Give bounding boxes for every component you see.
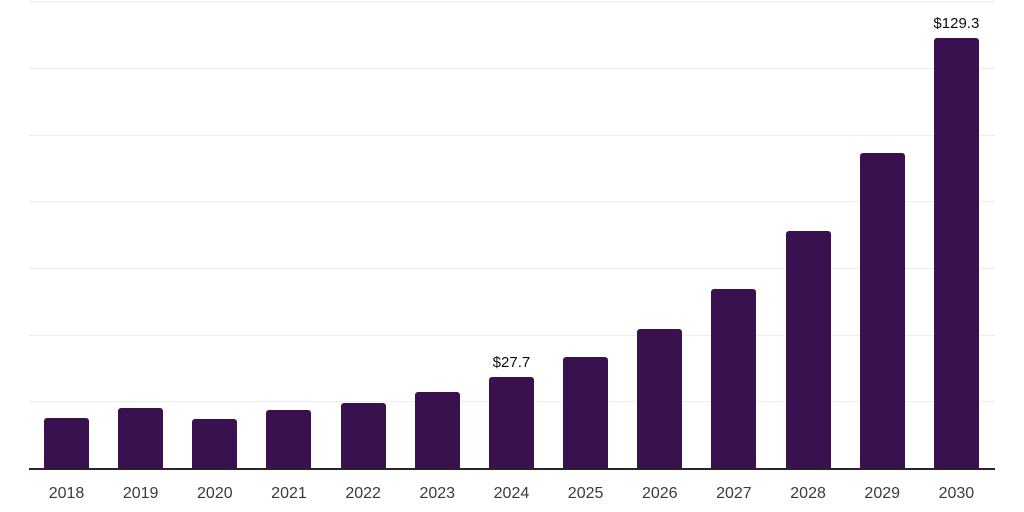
bar-value-label-2030: $129.3 bbox=[933, 15, 980, 32]
bar-2028 bbox=[785, 231, 831, 469]
bar-group-2026: 2026 bbox=[637, 0, 683, 502]
bar-group-2019: 2019 bbox=[118, 0, 164, 502]
bar-group-2018: 2018 bbox=[44, 0, 89, 502]
x-tick-label-2027: 2027 bbox=[716, 485, 752, 502]
bar-group-2022: 2022 bbox=[340, 0, 386, 502]
bar-group-2028: 2028 bbox=[785, 0, 831, 502]
bar-2023 bbox=[414, 392, 460, 469]
x-tick-label-2021: 2021 bbox=[271, 485, 307, 502]
bar-group-2025: 2025 bbox=[563, 0, 609, 502]
x-tick-label-2026: 2026 bbox=[641, 485, 678, 502]
bar-2021 bbox=[266, 410, 312, 469]
x-tick-label-2018: 2018 bbox=[48, 485, 85, 502]
x-tick-label-2022: 2022 bbox=[345, 485, 381, 502]
gridline-100 bbox=[29, 134, 995, 136]
bar-group-2023: 2023 bbox=[414, 0, 460, 502]
bar-2026 bbox=[637, 329, 683, 469]
bar-group-2021: 2021 bbox=[266, 0, 312, 502]
bar-2027 bbox=[711, 289, 757, 469]
x-tick-label-2019: 2019 bbox=[122, 485, 159, 502]
x-tick-label-2029: 2029 bbox=[864, 485, 901, 502]
bar-2029 bbox=[859, 153, 905, 469]
bar-2019 bbox=[118, 408, 164, 469]
gridline-120 bbox=[29, 68, 995, 69]
plot-area: 2018 2019 2020 2021 2022 2023 $27.7 2024 2025 202… bbox=[29, 0, 995, 502]
x-tick-label-2020: 2020 bbox=[197, 485, 233, 502]
bar-2018 bbox=[44, 418, 89, 469]
bar-value-label-2024: $27.7 bbox=[492, 354, 531, 371]
bar-group-2030: $129.3 2030 bbox=[933, 0, 980, 502]
gridline-40 bbox=[29, 334, 995, 336]
bars-container: 2018 2019 2020 2021 2022 2023 $27.7 2024 2025 202… bbox=[29, 0, 995, 502]
bar-2030 bbox=[933, 38, 979, 469]
bar-2025 bbox=[563, 357, 609, 469]
x-axis-line bbox=[29, 468, 995, 470]
bar-group-2027: 2027 bbox=[711, 0, 757, 502]
x-tick-label-2024: 2024 bbox=[493, 485, 530, 502]
bar-group-2024: $27.7 2024 bbox=[488, 0, 534, 502]
x-tick-label-2025: 2025 bbox=[567, 485, 604, 502]
gridline-140 bbox=[29, 1, 995, 3]
bar-group-2029: 2029 bbox=[859, 0, 905, 502]
gridline-80 bbox=[29, 201, 995, 203]
x-tick-label-2023: 2023 bbox=[419, 485, 456, 502]
x-tick-label-2030: 2030 bbox=[938, 485, 975, 502]
bar-2024 bbox=[488, 377, 534, 469]
bar-group-2020: 2020 bbox=[192, 0, 238, 502]
bar-2020 bbox=[192, 419, 238, 469]
x-tick-label-2028: 2028 bbox=[790, 485, 826, 502]
gridline-60 bbox=[29, 268, 995, 269]
bar-2022 bbox=[340, 403, 386, 469]
